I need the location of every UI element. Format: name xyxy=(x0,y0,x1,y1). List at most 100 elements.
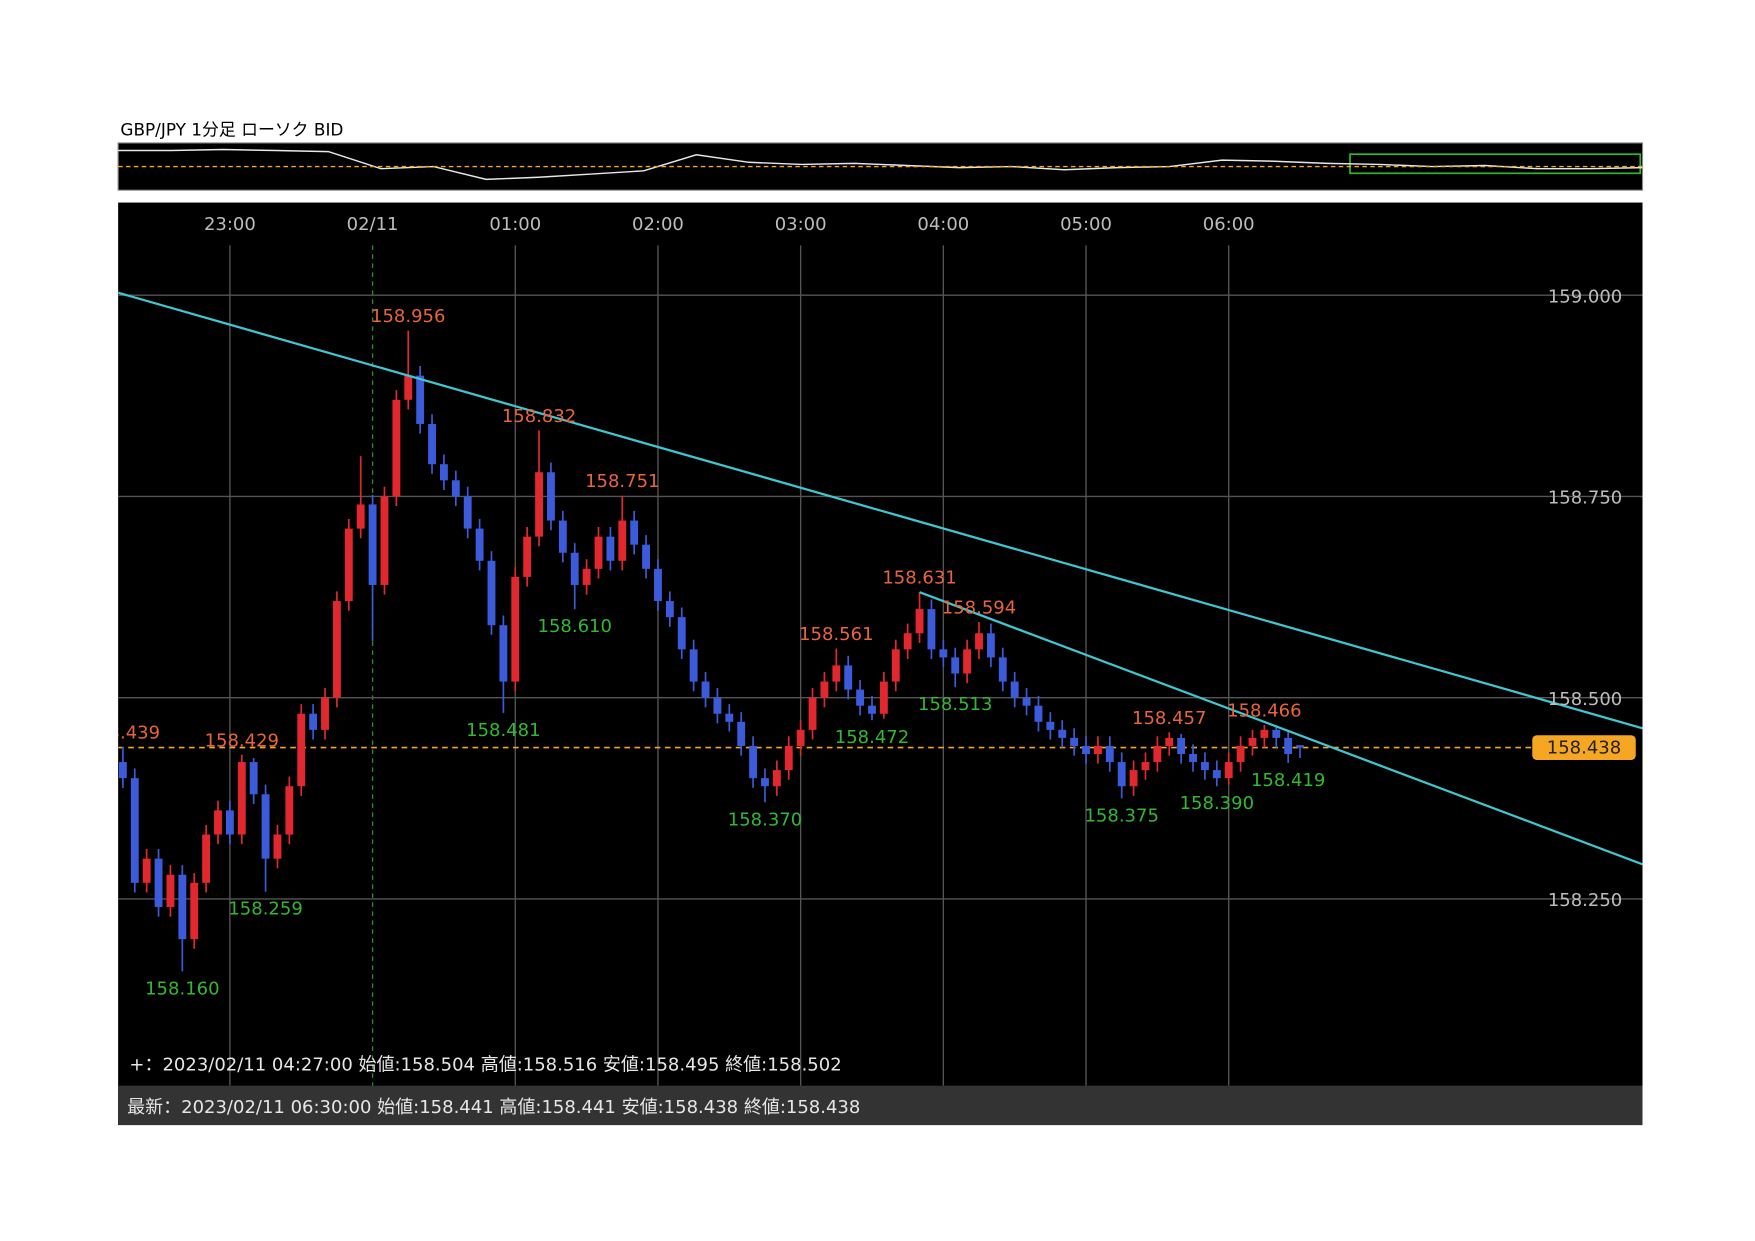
candle-body xyxy=(1272,729,1281,738)
chart-title: GBP/JPY 1分足 ローソク BID xyxy=(120,120,343,140)
candle-body xyxy=(618,520,627,561)
candle-body xyxy=(689,649,698,682)
x-tick-label: 03:00 xyxy=(775,214,827,235)
candle-body xyxy=(1129,770,1138,787)
candle-body xyxy=(642,544,651,569)
candle-body xyxy=(701,681,710,698)
plot-area: 158.439 158.429 158.956 158.832 158.751 158.5… xyxy=(86,245,1643,1086)
candle-body xyxy=(1165,737,1174,746)
candle-body xyxy=(856,689,865,706)
x-tick-label: 01:00 xyxy=(489,214,541,235)
low-label: 158.259 xyxy=(228,899,302,920)
low-label: 158.160 xyxy=(145,978,219,999)
candle-body xyxy=(725,713,734,722)
candle-body xyxy=(1224,762,1233,779)
candle-body xyxy=(1082,745,1090,755)
candle-body xyxy=(214,810,222,835)
high-label: 158.439 xyxy=(86,722,160,743)
candle-body xyxy=(939,649,948,658)
candle-body xyxy=(879,681,888,714)
candle-body xyxy=(439,464,448,481)
high-label: 158.832 xyxy=(502,406,576,427)
candle-body xyxy=(380,496,389,585)
high-label: 158.466 xyxy=(1227,701,1301,722)
candle-body xyxy=(713,697,722,714)
candle-body xyxy=(297,713,306,787)
low-label: 158.481 xyxy=(466,720,540,741)
candle-body xyxy=(1200,762,1209,771)
candle-body xyxy=(309,713,318,730)
x-tick-label: 02/11 xyxy=(347,214,399,235)
candle-body xyxy=(761,778,769,787)
candle-body xyxy=(1189,754,1197,763)
candle-body xyxy=(796,729,805,746)
candle-body xyxy=(523,536,532,577)
candle-body xyxy=(118,762,127,779)
candle-body xyxy=(998,657,1007,682)
candle-body xyxy=(1046,721,1055,730)
high-label: 158.429 xyxy=(205,730,279,751)
high-label: 158.594 xyxy=(942,597,1016,618)
candle-body xyxy=(832,665,841,682)
candle-body xyxy=(428,423,436,465)
candle-body xyxy=(665,601,674,618)
candle-body xyxy=(1212,770,1221,779)
candle-body xyxy=(1141,762,1150,771)
candle-body xyxy=(1058,729,1067,738)
candle-body xyxy=(1153,745,1162,763)
crosshair-info: +：2023/02/11 04:27:00 始値:158.504 高値:158.… xyxy=(129,1054,841,1075)
candle-body xyxy=(677,617,686,650)
candle-body xyxy=(630,520,639,545)
trend-line xyxy=(919,591,1643,866)
y-tick-label: 158.750 xyxy=(1548,488,1622,509)
candle-body xyxy=(142,858,151,883)
candle-body xyxy=(463,496,472,529)
candle-body xyxy=(202,834,211,883)
x-tick-label: 04:00 xyxy=(917,214,969,235)
candle-body xyxy=(1296,745,1304,748)
candle-body xyxy=(903,633,912,650)
candle-body xyxy=(784,745,793,771)
candle-body xyxy=(594,536,603,569)
candle-body xyxy=(166,874,175,907)
candle-body xyxy=(511,576,520,682)
x-tick-label: 06:00 xyxy=(1203,214,1255,235)
candle-body xyxy=(986,633,995,658)
candle-body xyxy=(1010,681,1019,698)
candle-body xyxy=(451,480,460,497)
low-label: 158.390 xyxy=(1180,793,1254,814)
x-tick-label: 02:00 xyxy=(632,214,684,235)
candle-body xyxy=(808,697,817,730)
candle-body xyxy=(344,528,353,602)
candle-body xyxy=(915,609,924,634)
candle-body xyxy=(332,601,341,698)
candle-body xyxy=(558,520,567,553)
candle-body xyxy=(1248,737,1257,746)
candle-body xyxy=(772,770,781,787)
candle-body xyxy=(499,625,508,682)
candle-body xyxy=(273,834,282,859)
high-label: 158.631 xyxy=(882,568,956,589)
candle-body xyxy=(749,745,758,779)
low-label: 158.419 xyxy=(1251,770,1325,791)
candle-body xyxy=(820,681,829,698)
candle-body xyxy=(975,633,983,650)
candle-body xyxy=(130,778,139,883)
candle-body xyxy=(261,794,270,859)
y-tick-label: 158.250 xyxy=(1548,890,1622,911)
candle-body xyxy=(963,649,972,674)
high-label: 158.956 xyxy=(371,306,445,327)
low-label: 158.375 xyxy=(1084,805,1158,826)
low-label: 158.610 xyxy=(538,616,612,637)
high-label: 158.457 xyxy=(1132,708,1206,729)
candle-body xyxy=(606,536,615,561)
candle-body xyxy=(582,568,591,585)
candle-body xyxy=(190,882,199,940)
candle-body xyxy=(737,721,746,746)
overview-line xyxy=(118,148,1643,181)
candle-body xyxy=(321,697,329,730)
candle-body xyxy=(249,762,258,795)
candle-body xyxy=(416,375,425,424)
x-tick-label: 05:00 xyxy=(1060,214,1112,235)
